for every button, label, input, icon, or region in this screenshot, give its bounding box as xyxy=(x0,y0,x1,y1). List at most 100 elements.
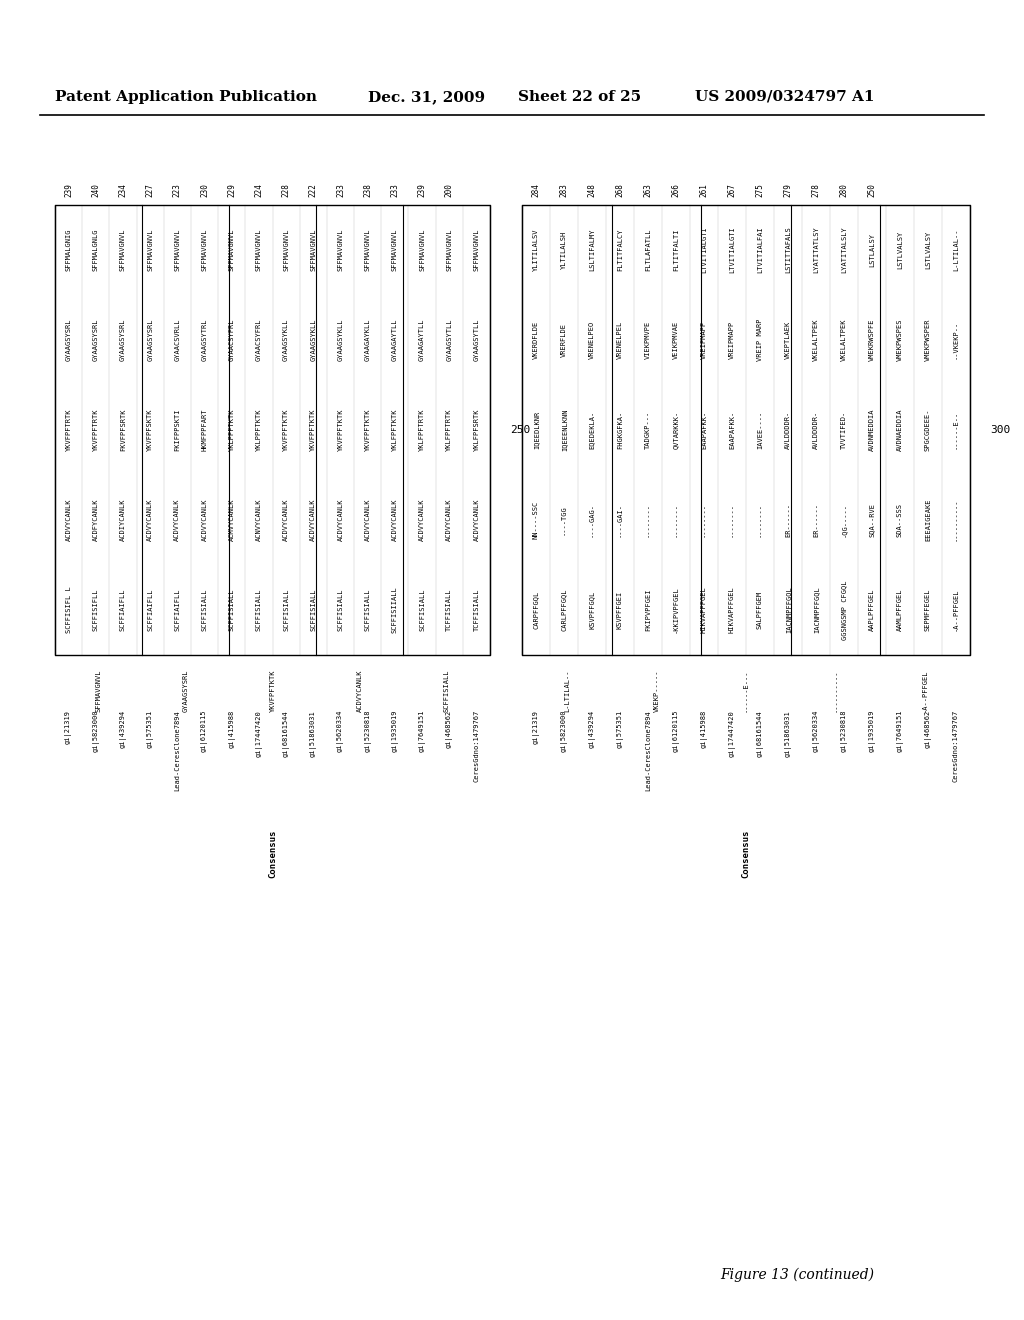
Text: gi|5230818: gi|5230818 xyxy=(841,710,848,752)
Text: VREIP MARP: VREIP MARP xyxy=(757,318,763,362)
Text: ----GAI-: ----GAI- xyxy=(617,503,623,537)
Text: gi|468562: gi|468562 xyxy=(925,710,932,748)
Text: gi|439294: gi|439294 xyxy=(589,710,596,748)
Text: FKIFPPSKTI: FKIFPPSKTI xyxy=(174,409,180,451)
Text: IACNMPFFGQL: IACNMPFFGQL xyxy=(813,586,819,634)
Text: SCFFISIIALL: SCFFISIIALL xyxy=(392,586,398,634)
Text: YKLPPFTKTK: YKLPPFTKTK xyxy=(228,409,234,451)
Text: ACNVYCANLK: ACNVYCANLK xyxy=(256,499,262,541)
Text: LYATITALSLY: LYATITALSLY xyxy=(841,227,847,273)
Text: 261: 261 xyxy=(699,183,709,197)
Text: SFFMAVGNVL: SFFMAVGNVL xyxy=(419,228,425,271)
Text: 280: 280 xyxy=(840,183,849,197)
Text: 248: 248 xyxy=(588,183,597,197)
Text: gi|7649151: gi|7649151 xyxy=(419,710,426,752)
Text: AVLDDDDR-: AVLDDDDR- xyxy=(785,411,791,449)
Text: 284: 284 xyxy=(531,183,541,197)
Text: gi|51863031: gi|51863031 xyxy=(310,710,316,756)
Text: FKVFPFSRTK: FKVFPFSRTK xyxy=(120,409,126,451)
Text: L-LTILAL--: L-LTILAL-- xyxy=(564,671,569,713)
Text: VKERDFLDE: VKERDFLDE xyxy=(534,321,539,359)
Text: YLITILALSV: YLITILALSV xyxy=(534,228,539,271)
Text: 279: 279 xyxy=(783,183,793,197)
Text: QVTARKKK-: QVTARKKK- xyxy=(673,411,679,449)
Text: -A--PFFGEL: -A--PFFGEL xyxy=(953,589,959,631)
Text: 250: 250 xyxy=(510,425,530,436)
Text: LSTLALSY: LSTLALSY xyxy=(869,234,874,267)
Text: SFFMALGNIG: SFFMALGNIG xyxy=(66,228,72,271)
Text: 239: 239 xyxy=(65,183,73,197)
Text: ACDVYCANLK: ACDVYCANLK xyxy=(174,499,180,541)
Text: 283: 283 xyxy=(559,183,568,197)
Text: LSTLVALSY: LSTLVALSY xyxy=(897,231,903,269)
Text: 278: 278 xyxy=(811,183,820,197)
Text: GYAACSYFRL: GYAACSYFRL xyxy=(228,318,234,362)
Text: --------: -------- xyxy=(757,503,763,537)
Text: Lead-CeresClone7894: Lead-CeresClone7894 xyxy=(174,710,180,791)
Text: AVLDDDDR-: AVLDDDDR- xyxy=(813,411,819,449)
Text: ACDVYCANLK: ACDVYCANLK xyxy=(147,499,154,541)
Text: Consensus: Consensus xyxy=(268,830,278,878)
Text: YKVFPFTKTK: YKVFPFTKTK xyxy=(269,671,275,713)
Text: GYAACSVRLL: GYAACSVRLL xyxy=(174,318,180,362)
Text: SCFFISIALL: SCFFISIALL xyxy=(256,589,262,631)
Text: SFFMAVGNVL: SFFMAVGNVL xyxy=(283,228,289,271)
Text: gi|5823000: gi|5823000 xyxy=(560,710,567,752)
Text: VMEKPWSPES: VMEKPWSPES xyxy=(897,318,903,362)
Text: SCFFIAIFLL: SCFFIAIFLL xyxy=(120,589,126,631)
Text: gi|468562: gi|468562 xyxy=(445,710,453,748)
Text: 266: 266 xyxy=(672,183,681,197)
Text: AVDNAEDDIA: AVDNAEDDIA xyxy=(897,409,903,451)
Text: 234: 234 xyxy=(119,183,127,197)
Text: gi|51863031: gi|51863031 xyxy=(784,710,792,756)
Text: SEPMFFEGEL: SEPMFFEGEL xyxy=(925,589,931,631)
Text: LTVITIALFAI: LTVITIALFAI xyxy=(757,227,763,273)
Text: EEEAIGEAKE: EEEAIGEAKE xyxy=(925,499,931,541)
Text: VMEKRWSPFE: VMEKRWSPFE xyxy=(869,318,874,362)
Text: SCFFISIALL: SCFFISIALL xyxy=(443,671,450,713)
Text: SDA--SSS: SDA--SSS xyxy=(897,503,903,537)
Text: gi|68161544: gi|68161544 xyxy=(757,710,764,756)
Text: KSVPFFGEI: KSVPFFGEI xyxy=(617,591,623,630)
Text: IQEEDLKNR: IQEEDLKNR xyxy=(534,411,539,449)
Text: GYAAGSYKLL: GYAAGSYKLL xyxy=(310,318,316,362)
Text: SFFMAVGNVL: SFFMAVGNVL xyxy=(256,228,262,271)
Text: ACDVYCANLK: ACDVYCANLK xyxy=(365,499,371,541)
Text: FLTITFALTI: FLTITFALTI xyxy=(673,228,679,271)
Text: YKLFPFTKTK: YKLFPFTKTK xyxy=(392,409,398,451)
Text: AAMLPFFGEL: AAMLPFFGEL xyxy=(897,589,903,631)
Text: IQEEENLKNN: IQEEENLKNN xyxy=(561,409,567,451)
Text: 267: 267 xyxy=(727,183,736,197)
Text: SFFMALGNLG: SFFMALGNLG xyxy=(93,228,98,271)
Text: ----------: ---------- xyxy=(833,671,839,713)
Text: Figure 13 (continued): Figure 13 (continued) xyxy=(720,1269,874,1283)
Text: GYAAGSYKLL: GYAAGSYKLL xyxy=(338,318,343,362)
Text: TCFFISIALL: TCFFISIALL xyxy=(446,589,453,631)
Text: SFFMAVGNVL: SFFMAVGNVL xyxy=(202,228,208,271)
Text: 238: 238 xyxy=(364,183,372,197)
Text: NN----SSC: NN----SSC xyxy=(534,500,539,539)
Text: TVVTIFED-: TVVTIFED- xyxy=(841,411,847,449)
Text: Dec. 31, 2009: Dec. 31, 2009 xyxy=(368,90,485,104)
Text: ACDFYCANLK: ACDFYCANLK xyxy=(93,499,98,541)
Text: SFFMAVGNVL: SFFMAVGNVL xyxy=(95,671,101,713)
Text: VREIPMAPP: VREIPMAPP xyxy=(701,321,707,359)
Text: SALPFFGEM: SALPFFGEM xyxy=(757,591,763,630)
Text: --------: -------- xyxy=(673,503,679,537)
Text: ACDVYCANLK: ACDVYCANLK xyxy=(446,499,453,541)
Text: Consensus: Consensus xyxy=(741,830,751,878)
Text: SFFMAVGNVL: SFFMAVGNVL xyxy=(365,228,371,271)
Text: CeresGdno:1479767: CeresGdno:1479767 xyxy=(953,710,959,783)
Text: gi|1935019: gi|1935019 xyxy=(391,710,398,752)
Text: YKLFPFSRTK: YKLFPFSRTK xyxy=(473,409,479,451)
Text: LSTITTAFALS: LSTITTAFALS xyxy=(785,227,791,273)
Text: GYAAGSYSRL: GYAAGSYSRL xyxy=(66,318,72,362)
Text: VREIPMAPP: VREIPMAPP xyxy=(729,321,735,359)
Text: gi|575351: gi|575351 xyxy=(146,710,154,748)
Text: 227: 227 xyxy=(145,183,155,197)
Text: SFFMAVGNVL: SFFMAVGNVL xyxy=(446,228,453,271)
Text: TCFFISIALL: TCFFISIALL xyxy=(473,589,479,631)
Text: SQA--RVE: SQA--RVE xyxy=(869,503,874,537)
Text: -QG-----: -QG----- xyxy=(841,503,847,537)
Text: ACDVYCANLK: ACDVYCANLK xyxy=(66,499,72,541)
